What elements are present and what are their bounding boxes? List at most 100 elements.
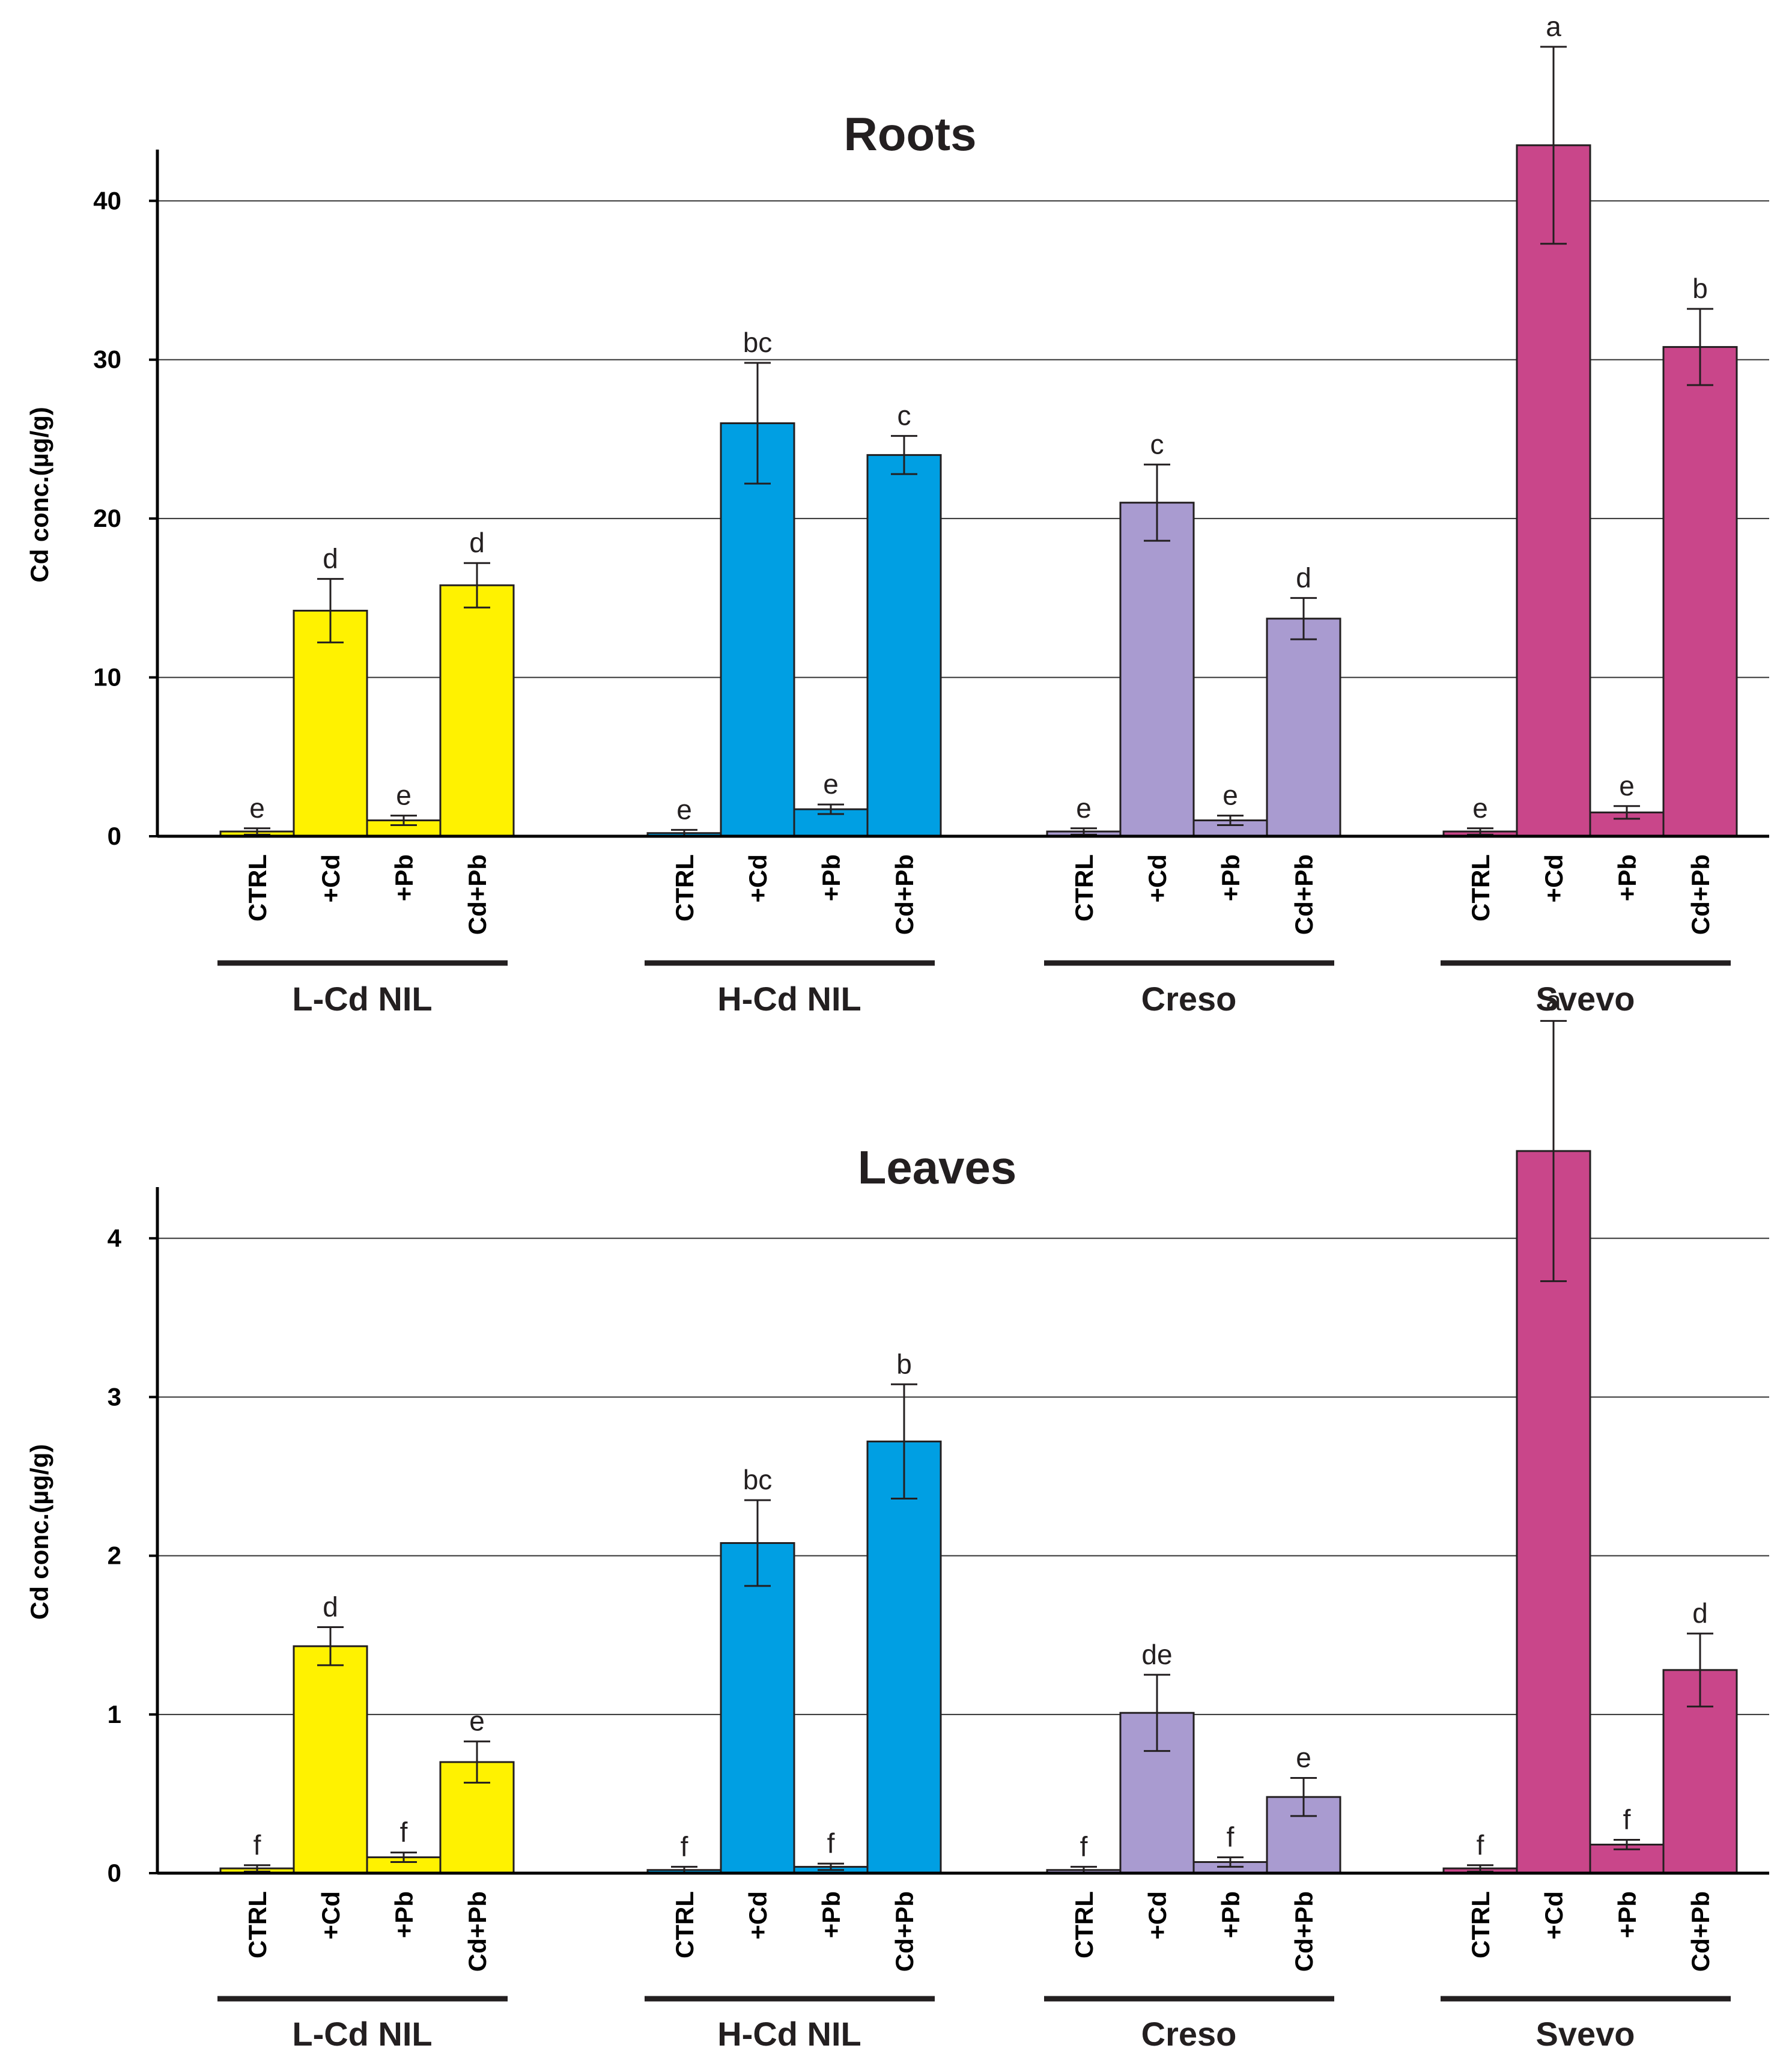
significance-letter: e xyxy=(1619,770,1635,801)
group-label: Creso xyxy=(1141,980,1237,1018)
x-tick-label: +Pb xyxy=(817,1891,845,1938)
group-label: L-Cd NIL xyxy=(292,2015,432,2053)
significance-letter: e xyxy=(1223,780,1238,811)
bar-group-h-cd-nil: f CTRL bc +Cd f +Pb b Cd+Pb H-Cd NIL xyxy=(645,1348,942,2053)
significance-letter: e xyxy=(676,794,692,825)
x-tick-label: Cd+Pb xyxy=(463,1891,491,1972)
x-tick-label: CTRL xyxy=(670,854,699,922)
bar xyxy=(293,610,368,837)
x-tick-label: CTRL xyxy=(243,1891,272,1958)
significance-letter: e xyxy=(1296,1742,1311,1773)
bar-group-l-cd-nil: f CTRL d +Cd f +Pb e Cd+Pb L-Cd NIL xyxy=(217,1591,515,2053)
bar-group-creso: e CTRL c +Cd e +Pb d Cd+Pb Creso xyxy=(1044,428,1341,1018)
significance-letter: f xyxy=(1080,1831,1088,1862)
x-tick-label: +Cd xyxy=(744,1891,772,1940)
x-tick-label: CTRL xyxy=(1070,854,1098,922)
significance-letter: de xyxy=(1141,1639,1172,1670)
y-tick-label: 0 xyxy=(108,1859,121,1887)
y-tick-label: 3 xyxy=(108,1382,121,1411)
x-tick-label: Cd+Pb xyxy=(463,854,491,935)
x-tick-label: +Cd xyxy=(1143,1891,1171,1940)
significance-letter: f xyxy=(827,1828,835,1859)
group-label: L-Cd NIL xyxy=(292,980,432,1018)
bar xyxy=(293,1645,368,1874)
y-axis-label: Cd conc.(µg/g) xyxy=(25,1444,53,1620)
y-tick-label: 2 xyxy=(108,1542,121,1570)
significance-letter: a xyxy=(1546,11,1561,42)
y-axis-label: Cd conc.(µg/g) xyxy=(25,407,53,583)
x-tick-label: +Pb xyxy=(1216,1891,1245,1938)
x-tick-label: +Cd xyxy=(317,854,345,903)
significance-letter: f xyxy=(400,1817,408,1848)
significance-letter: d xyxy=(469,527,485,558)
significance-letter: d xyxy=(323,1591,338,1623)
significance-letter: f xyxy=(254,1829,261,1861)
bar xyxy=(1662,346,1738,837)
bar xyxy=(1266,618,1341,837)
bar-group-svevo: f CTRL a +Cd f +Pb d Cd+Pb Svevo xyxy=(1441,985,1738,2053)
x-tick-label: +Pb xyxy=(1216,854,1245,901)
bar-group-l-cd-nil: e CTRL d +Cd e +Pb d Cd+Pb L-Cd NIL xyxy=(217,527,515,1018)
bar xyxy=(866,1440,942,1874)
y-tick-label: 30 xyxy=(93,345,121,374)
significance-letter: b xyxy=(896,1348,912,1379)
significance-letter: bc xyxy=(743,327,773,358)
significance-letter: e xyxy=(1076,792,1092,824)
significance-letter: e xyxy=(249,792,265,824)
x-tick-label: Cd+Pb xyxy=(1290,854,1318,935)
bar-group-svevo: e CTRL a +Cd e +Pb b Cd+Pb Svevo xyxy=(1441,11,1738,1018)
group-label: Svevo xyxy=(1536,2015,1635,2053)
significance-letter: f xyxy=(1477,1829,1484,1861)
y-tick-label: 0 xyxy=(108,822,121,850)
x-tick-label: +Pb xyxy=(1613,854,1641,901)
significance-letter: e xyxy=(469,1706,485,1737)
x-tick-label: +Pb xyxy=(390,854,418,901)
x-tick-label: +Cd xyxy=(1143,854,1171,903)
significance-letter: d xyxy=(1692,1597,1708,1629)
x-tick-label: +Pb xyxy=(1613,1891,1641,1938)
y-tick-label: 4 xyxy=(108,1224,122,1252)
chart-title: Roots xyxy=(844,108,977,160)
significance-letter: d xyxy=(1296,562,1311,593)
x-tick-label: Cd+Pb xyxy=(890,854,919,935)
y-tick-label: 40 xyxy=(93,186,121,214)
bar-group-h-cd-nil: e CTRL bc +Cd e +Pb c Cd+Pb H-Cd NIL xyxy=(645,327,942,1018)
x-tick-label: +Cd xyxy=(317,1891,345,1940)
group-label: Svevo xyxy=(1536,980,1635,1018)
significance-letter: f xyxy=(681,1831,688,1862)
significance-letter: e xyxy=(1472,792,1488,824)
bar xyxy=(1516,144,1591,837)
x-tick-label: +Pb xyxy=(817,854,845,901)
x-tick-label: Cd+Pb xyxy=(1290,1891,1318,1972)
x-tick-label: CTRL xyxy=(670,1891,699,1958)
x-tick-label: Cd+Pb xyxy=(1686,1891,1715,1972)
x-tick-label: Cd+Pb xyxy=(1686,854,1715,935)
significance-letter: bc xyxy=(743,1464,773,1495)
y-tick-label: 1 xyxy=(108,1700,121,1728)
x-tick-label: CTRL xyxy=(1466,1891,1495,1958)
significance-letter: f xyxy=(1623,1804,1631,1835)
significance-letter: d xyxy=(323,543,338,574)
bar xyxy=(720,422,795,837)
bar-group-creso: f CTRL de +Cd f +Pb e Cd+Pb Creso xyxy=(1044,1639,1341,2053)
significance-letter: a xyxy=(1546,985,1561,1016)
bar xyxy=(1119,502,1195,837)
x-tick-label: CTRL xyxy=(243,854,272,922)
bar xyxy=(866,454,942,837)
significance-letter: c xyxy=(898,400,911,431)
significance-letter: b xyxy=(1692,273,1708,304)
bar xyxy=(439,584,515,837)
significance-letter: e xyxy=(396,780,412,811)
chart-panel-roots: 0 10 20 30 40 Cd conc.(µg/g) Roots e CTRL d +Cd e +P… xyxy=(25,11,1769,1018)
chart-panel-leaves: 0 1 2 3 4 Cd conc.(µg/g) Leaves f CTRL d +Cd f +Pb e C… xyxy=(25,985,1769,2053)
x-tick-label: +Pb xyxy=(390,1891,418,1938)
x-tick-label: +Cd xyxy=(1540,1891,1568,1940)
x-tick-label: CTRL xyxy=(1070,1891,1098,1958)
significance-letter: e xyxy=(823,768,839,800)
x-tick-label: +Cd xyxy=(1540,854,1568,903)
bar xyxy=(720,1542,795,1874)
x-tick-label: CTRL xyxy=(1466,854,1495,922)
group-label: H-Cd NIL xyxy=(717,980,861,1018)
x-tick-label: +Cd xyxy=(744,854,772,903)
